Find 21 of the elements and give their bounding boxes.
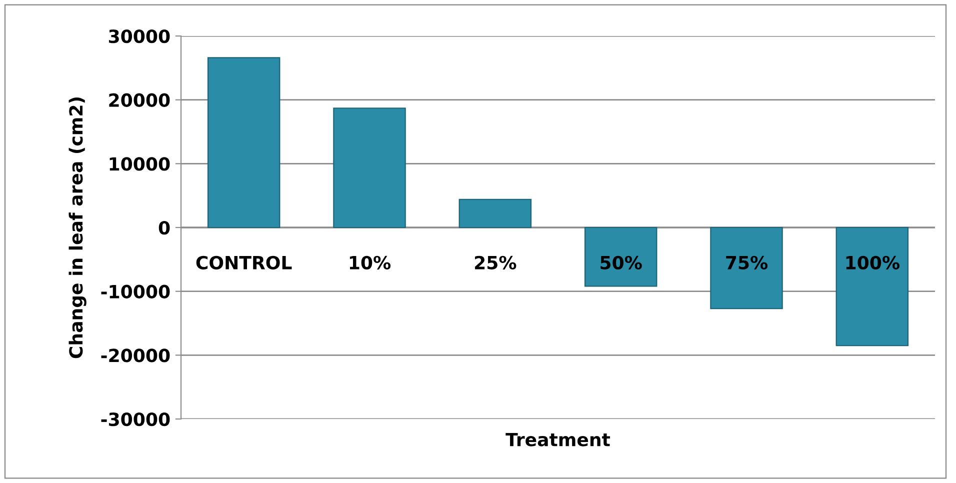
bar xyxy=(710,226,783,310)
y-tick-label: 20000 xyxy=(109,93,170,107)
y-tick-label: -10000 xyxy=(101,284,170,298)
bar xyxy=(333,108,406,228)
y-tick-label: -20000 xyxy=(101,348,170,362)
x-tick-label: 10% xyxy=(350,256,391,270)
y-tick-label: 10000 xyxy=(110,157,170,171)
bar xyxy=(836,226,909,346)
y-tick-label: 0 xyxy=(158,220,170,235)
x-tick-label: 75% xyxy=(726,256,768,270)
y-tick-label: -30000 xyxy=(101,412,170,426)
x-tick-label: 50% xyxy=(600,256,642,270)
bar xyxy=(207,57,280,228)
x-tick-label: CONTROL xyxy=(196,256,292,270)
x-tick-label: 25% xyxy=(474,256,516,270)
y-tick-label: 30000 xyxy=(108,29,170,44)
bar xyxy=(458,198,532,228)
bar xyxy=(584,226,658,287)
x-tick-label: 100% xyxy=(846,256,900,270)
y-axis-title: Change in leaf area (cm2) xyxy=(68,98,86,358)
x-axis-title: Treatment xyxy=(506,432,610,446)
